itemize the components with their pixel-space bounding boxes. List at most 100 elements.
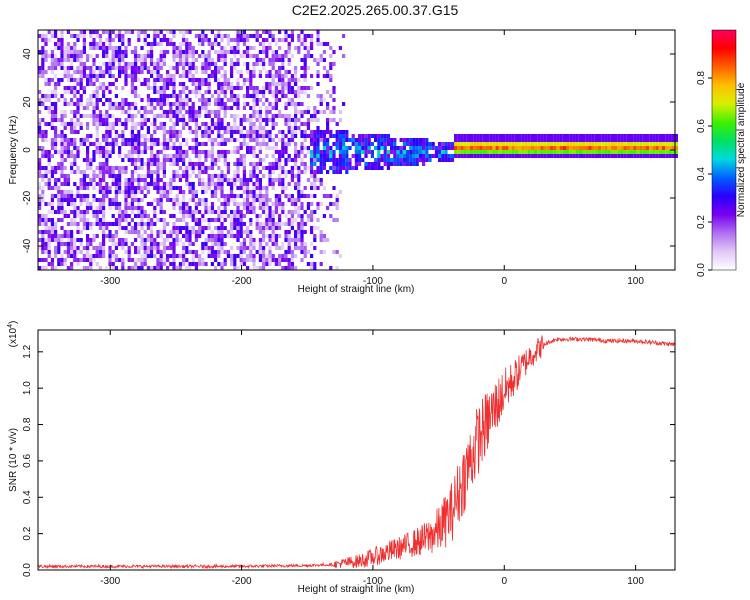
spectrogram-cell xyxy=(175,162,179,166)
spectrogram-cell xyxy=(249,178,253,182)
spectrogram-cell xyxy=(297,34,301,38)
spectrogram-cell xyxy=(60,238,64,242)
spectrogram-cell xyxy=(210,246,214,250)
spectrogram-cell xyxy=(498,146,502,150)
spectrogram-cell xyxy=(252,262,256,266)
spectrogram-cell xyxy=(127,202,131,206)
spectrogram-cell xyxy=(258,74,262,78)
spectrogram-cell xyxy=(63,158,67,162)
spectrogram-cell xyxy=(220,106,224,110)
spectrogram-cell xyxy=(578,154,582,158)
spectrogram-cell xyxy=(233,62,237,66)
spectrogram-cell xyxy=(287,118,291,122)
spectrogram-cell xyxy=(98,254,102,258)
spectrogram-cell xyxy=(140,190,144,194)
spectrogram-cell xyxy=(223,202,227,206)
spectrogram-cell xyxy=(297,102,301,106)
spectrogram-cell xyxy=(207,174,211,178)
spectrogram-cell xyxy=(290,118,294,122)
spectrogram-cell xyxy=(556,138,560,142)
spectrogram-cell xyxy=(271,114,275,118)
spectrogram-cell xyxy=(274,54,278,58)
spectrogram-cell xyxy=(633,154,637,158)
spectrogram-cell xyxy=(300,122,304,126)
spectrogram-cell xyxy=(220,50,224,54)
spectrogram-cell xyxy=(188,90,192,94)
spectrogram-cell xyxy=(156,150,160,154)
spectrogram-cell xyxy=(287,210,291,214)
spectrogram-cell xyxy=(335,198,339,202)
spectrogram-cell xyxy=(354,146,358,150)
spectrogram-cell xyxy=(130,106,134,110)
spectrogram-cell xyxy=(226,250,230,254)
spectrogram-cell xyxy=(377,134,381,138)
spectrogram-cell xyxy=(470,142,474,146)
spectrogram-cell xyxy=(258,118,262,122)
spectrogram-cell xyxy=(415,150,419,154)
spectrogram-cell xyxy=(198,106,202,110)
spectrogram-cell xyxy=(236,70,240,74)
spectrogram-cell xyxy=(60,162,64,166)
spectrogram-cell xyxy=(201,250,205,254)
spectrogram-cell xyxy=(146,146,150,150)
spectrogram-cell xyxy=(140,58,144,62)
spectrogram-cell xyxy=(86,166,90,170)
spectrogram-cell xyxy=(140,158,144,162)
spectrogram-cell xyxy=(303,170,307,174)
spectrogram-cell xyxy=(210,58,214,62)
spectrogram-cell xyxy=(617,150,621,154)
spectrogram-cell xyxy=(412,158,416,162)
spectrogram-cell xyxy=(47,262,51,266)
spectrogram-cell xyxy=(182,258,186,262)
spectrogram-cell xyxy=(370,166,374,170)
spectrogram-cell xyxy=(118,226,122,230)
spectrogram-cell xyxy=(310,242,314,246)
spectrogram-cell xyxy=(143,186,147,190)
spectrogram-cell xyxy=(281,130,285,134)
spectrogram-cell xyxy=(572,138,576,142)
spectrogram-cell xyxy=(182,242,186,246)
spectrogram-cell xyxy=(210,70,214,74)
spectrogram-cell xyxy=(438,158,442,162)
spectrogram-cell xyxy=(393,154,397,158)
spectrogram-cell xyxy=(530,154,534,158)
spectrogram-cell xyxy=(210,74,214,78)
spectrogram-cell xyxy=(306,134,310,138)
spectrogram-cell xyxy=(210,262,214,266)
spectrogram-cell xyxy=(172,170,176,174)
spectrogram-cell xyxy=(204,242,208,246)
spectrogram-cell xyxy=(198,254,202,258)
spectrogram-cell xyxy=(204,126,208,130)
spectrogram-cell xyxy=(342,130,346,134)
spectrogram-cell xyxy=(204,246,208,250)
spectrogram-cell xyxy=(358,150,362,154)
spectrogram-cell xyxy=(271,58,275,62)
spectrogram-cell xyxy=(143,174,147,178)
spectrogram-cell xyxy=(198,262,202,266)
spectrogram-cell xyxy=(242,102,246,106)
spectrogram-cell xyxy=(156,174,160,178)
spectrogram-cell xyxy=(242,178,246,182)
spectrogram-cell xyxy=(287,238,291,242)
spectrogram-cell xyxy=(217,254,221,258)
spectrogram-cell xyxy=(73,162,77,166)
spectrogram-cell xyxy=(166,82,170,86)
spectrogram-cell xyxy=(505,150,509,154)
spectrogram-cell xyxy=(60,146,64,150)
spectrogram-cell xyxy=(114,102,118,106)
spectrogram-cell xyxy=(134,186,138,190)
spectrogram-cell xyxy=(671,154,675,158)
spectrogram-cell xyxy=(271,74,275,78)
spectrogram-cell xyxy=(63,174,67,178)
spectrogram-y-label: Frequency (Hz) xyxy=(8,116,19,185)
spectrogram-cell xyxy=(143,62,147,66)
spectrogram-cell xyxy=(146,266,150,270)
spectrogram-cell xyxy=(82,142,86,146)
spectrogram-cell xyxy=(79,50,83,54)
spectrogram-cell xyxy=(172,154,176,158)
spectrogram-cell xyxy=(89,46,93,50)
spectrogram-cell xyxy=(150,202,154,206)
spectrogram-cell xyxy=(610,154,614,158)
spectrogram-cell xyxy=(102,82,106,86)
spectrogram-cell xyxy=(377,162,381,166)
